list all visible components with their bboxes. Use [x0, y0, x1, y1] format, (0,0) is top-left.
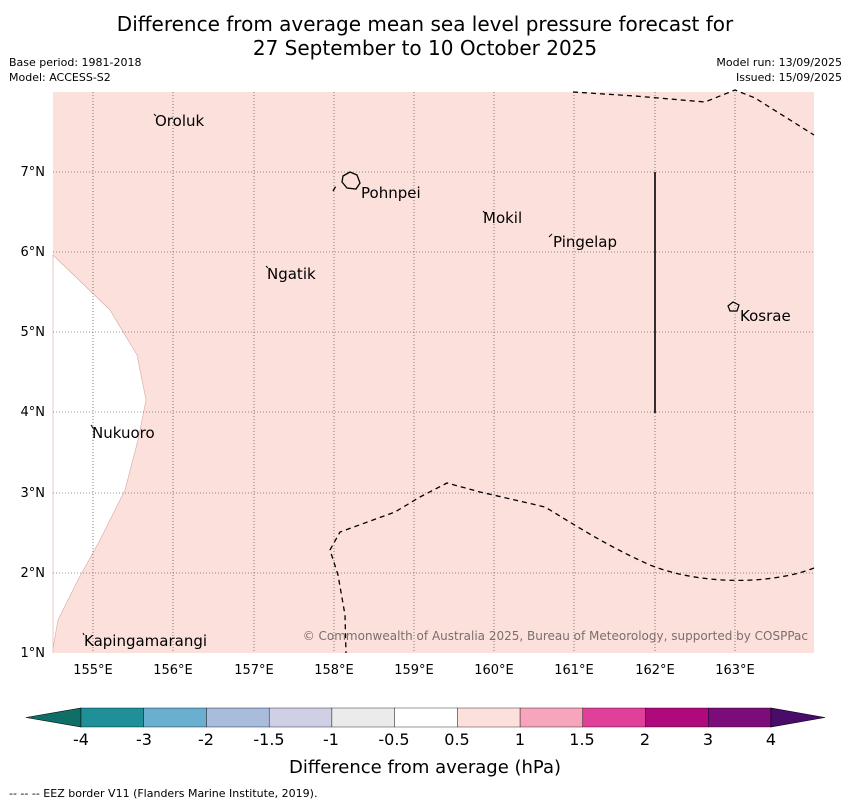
lon-tick: 158°E [314, 663, 354, 678]
lon-tick: 162°E [635, 663, 675, 678]
colorbar-segment [143, 707, 207, 728]
oroluk-marker [153, 113, 157, 117]
colorbar-tick: -3 [136, 730, 152, 749]
colorbar-extend-low [25, 707, 82, 728]
colorbar-tick: 0.5 [444, 730, 469, 749]
colorbar-label: Difference from average (hPa) [289, 757, 561, 778]
lon-tick: 161°E [554, 663, 594, 678]
eez-footer: -- -- -- EEZ border V11 (Flanders Marine… [9, 787, 317, 800]
colorbar-tick: -4 [73, 730, 89, 749]
place-kosrae: Kosrae [740, 307, 791, 325]
lon-tick: 157°E [234, 663, 274, 678]
title-line-2: 27 September to 10 October 2025 [252, 36, 598, 60]
colorbar [25, 707, 826, 728]
neutral-region [52, 254, 147, 653]
pingelap-marker [548, 233, 553, 238]
kosrae-island-shape [727, 301, 740, 312]
colorbar-segment [457, 707, 521, 728]
map-panel: Oroluk Pohnpei Mokil Pingelap Ngatik Kos… [52, 89, 815, 654]
graticule [53, 92, 814, 653]
lon-tick: 156°E [153, 663, 193, 678]
issued-date: Issued: 15/09/2025 [735, 71, 842, 84]
model-name: Model: ACCESS-S2 [9, 71, 111, 84]
colorbar-segment [519, 707, 584, 728]
colorbar-tick: -2 [198, 730, 214, 749]
place-kapingamarangi: Kapingamarangi [84, 632, 207, 650]
colorbar-segment [331, 707, 395, 728]
colorbar-ticks: -4 -3 -2 -1.5 -1 -0.5 0.5 1 1.5 2 3 4 [73, 730, 776, 749]
lat-tick: 1°N [21, 646, 46, 661]
model-info: Base period: 1981-2018 Model: ACCESS-S2 [9, 55, 141, 85]
title-line-1: Difference from average mean sea level p… [116, 12, 734, 36]
kapingamarangi-marker [82, 632, 85, 636]
colorbar-segment [80, 707, 144, 728]
place-ngatik: Ngatik [267, 265, 316, 283]
anomaly-fill [53, 92, 814, 653]
colorbar-extend-high [770, 707, 826, 728]
colorbar-segment [645, 707, 709, 728]
colorbar-tick: 4 [766, 730, 776, 749]
base-period: Base period: 1981-2018 [9, 56, 142, 69]
colorbar-segment [206, 707, 270, 728]
eez-border [329, 89, 815, 654]
colorbar-tick: -1.5 [253, 730, 284, 749]
model-run: Model run: 13/09/2025 [716, 56, 842, 69]
lat-tick: 4°N [21, 405, 46, 420]
colorbar-segment [582, 707, 646, 728]
lon-tick: 160°E [474, 663, 514, 678]
place-mokil: Mokil [483, 209, 522, 227]
lat-tick: 2°N [21, 566, 46, 581]
place-nukuoro: Nukuoro [92, 424, 155, 442]
run-info: Model run: 13/09/2025 Issued: 15/09/2025 [716, 55, 842, 85]
lon-tick: 155°E [73, 663, 113, 678]
lon-tick: 159°E [394, 663, 434, 678]
colorbar-tick: 2 [640, 730, 650, 749]
colorbar-segment [268, 707, 333, 728]
colorbar-tick: -1 [323, 730, 339, 749]
mokil-marker [482, 210, 486, 214]
lat-tick: 3°N [21, 486, 46, 501]
colorbar-tick: 1.5 [569, 730, 594, 749]
colorbar-segment [708, 707, 772, 728]
colorbar-tick: -0.5 [378, 730, 409, 749]
lat-tick: 5°N [21, 325, 46, 340]
lat-tick: 6°N [21, 245, 46, 260]
nukuoro-marker [90, 424, 94, 429]
lon-tick: 163°E [715, 663, 755, 678]
chart-title: Difference from average mean sea level p… [0, 12, 850, 60]
copyright-notice: © Commonwealth of Australia 2025, Bureau… [303, 629, 808, 643]
colorbar-tick: 3 [703, 730, 713, 749]
place-pohnpei: Pohnpei [361, 184, 421, 202]
ngatik-marker [265, 265, 269, 269]
colorbar-tick: 1 [515, 730, 525, 749]
lat-tick: 7°N [21, 165, 46, 180]
colorbar-segment [394, 707, 458, 728]
pohnpei-island-shape [341, 171, 361, 190]
place-pingelap: Pingelap [553, 233, 617, 251]
place-oroluk: Oroluk [155, 112, 204, 130]
